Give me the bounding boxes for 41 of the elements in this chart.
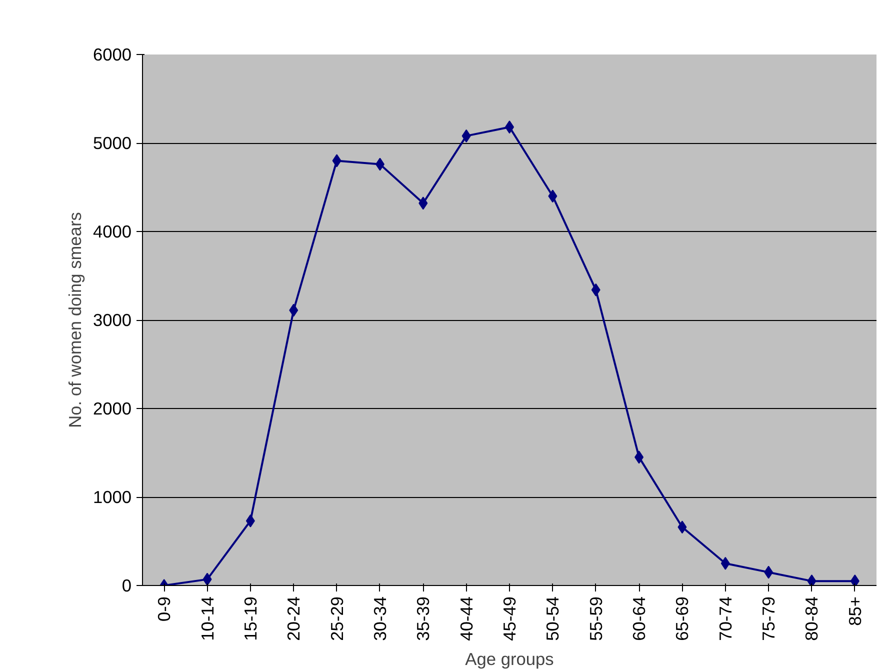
point: [332, 154, 342, 168]
x-tick-label: 10-14: [197, 596, 218, 641]
point: [462, 129, 471, 142]
x-tick-label: 25-29: [326, 596, 347, 641]
x-axis-title: Age groups: [465, 648, 554, 669]
x-tick-label: 70-74: [715, 596, 736, 641]
point: [246, 514, 255, 528]
point: [634, 450, 644, 464]
y-axis-title: No. of women doing smears: [64, 212, 85, 428]
point: [850, 574, 860, 586]
point: [720, 556, 730, 570]
y-tick-label: 2000: [92, 398, 132, 418]
x-tick-label: 50-54: [542, 596, 563, 641]
y-tick-label: 5000: [92, 133, 132, 153]
y-tick-label: 6000: [92, 44, 132, 64]
x-tick-label: 30-34: [370, 596, 390, 641]
y-tick-label: 1000: [92, 487, 132, 507]
point: [678, 520, 687, 534]
point: [591, 283, 600, 296]
x-tick-label: 40-44: [456, 596, 476, 641]
x-tick-label: 65-69: [672, 596, 692, 641]
x-tick-label: 60-64: [629, 596, 650, 641]
point: [764, 566, 774, 579]
point: [418, 196, 428, 210]
point: [548, 190, 558, 203]
x-tick-label: 85+: [844, 596, 865, 626]
y-tick-label: 4000: [92, 222, 132, 242]
x-tick-label: 75-79: [758, 596, 779, 641]
x-tick-label: 20-24: [284, 596, 304, 641]
x-tick-label: 0-9: [154, 596, 174, 622]
y-tick-label: 3000: [92, 310, 132, 330]
point: [375, 158, 384, 171]
x-tick-label: 15-19: [240, 596, 260, 641]
x-tick-label: 35-39: [413, 596, 434, 641]
y-tick-label: 0: [122, 576, 132, 596]
point: [289, 304, 298, 317]
x-tick-label: 80-84: [802, 596, 822, 641]
x-tick-label: 55-59: [586, 596, 606, 641]
point: [202, 572, 212, 586]
point: [807, 574, 816, 586]
x-tick-label: 45-49: [500, 596, 520, 641]
